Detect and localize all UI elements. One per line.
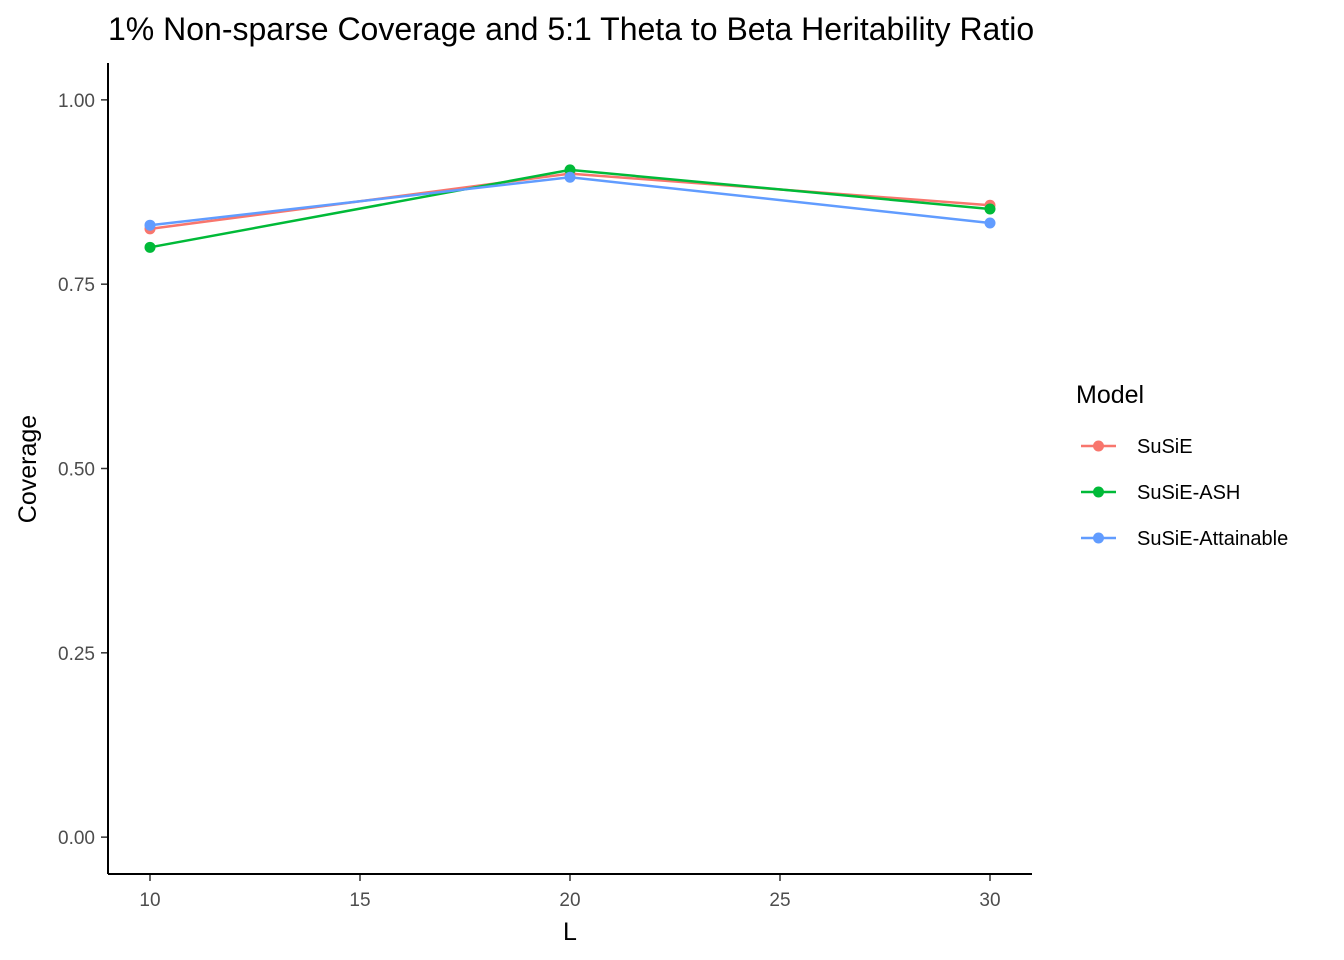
legend-label: SuSiE-ASH — [1137, 482, 1240, 504]
y-tick-label: 0.75 — [58, 275, 95, 296]
y-tick-label: 0.25 — [58, 644, 95, 665]
data-point — [144, 241, 156, 253]
legend: Model SuSiE SuSiE-ASH SuSiE-Attainable — [1076, 381, 1288, 550]
legend-title: Model — [1076, 381, 1144, 409]
data-point — [984, 203, 996, 215]
y-axis-ticks: 0.00 0.25 0.50 0.75 1.00 — [58, 91, 108, 849]
series-susie-attainable — [144, 171, 996, 231]
legend-item: SuSiE — [1081, 436, 1193, 458]
x-axis-ticks: 10 15 20 25 30 — [139, 874, 1001, 911]
x-tick-label: 20 — [559, 890, 580, 911]
x-axis-title: L — [563, 918, 577, 946]
data-point — [144, 219, 156, 231]
legend-label: SuSiE-Attainable — [1137, 528, 1288, 550]
series-layer — [144, 164, 996, 253]
data-point — [564, 171, 576, 183]
y-axis-title: Coverage — [14, 415, 42, 523]
x-tick-label: 10 — [139, 890, 160, 911]
y-tick-label: 0.50 — [58, 460, 95, 481]
legend-key-point — [1093, 440, 1104, 452]
y-tick-label: 0.00 — [58, 828, 95, 849]
chart-title: 1% Non-sparse Coverage and 5:1 Theta to … — [108, 11, 1034, 47]
legend-key-point — [1093, 486, 1104, 498]
legend-item: SuSiE-ASH — [1081, 482, 1240, 504]
series-line — [149, 176, 991, 227]
legend-item: SuSiE-Attainable — [1081, 528, 1288, 550]
legend-key-point — [1093, 532, 1104, 544]
data-point — [984, 217, 996, 229]
x-tick-label: 15 — [349, 890, 370, 911]
legend-label: SuSiE — [1137, 436, 1193, 458]
y-tick-label: 1.00 — [58, 91, 95, 112]
x-tick-label: 30 — [979, 890, 1000, 911]
x-tick-label: 25 — [769, 890, 790, 911]
